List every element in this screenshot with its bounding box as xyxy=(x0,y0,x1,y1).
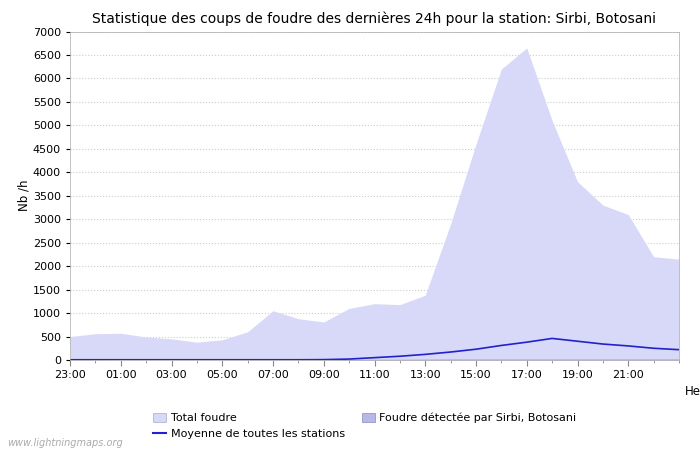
Text: www.lightningmaps.org: www.lightningmaps.org xyxy=(7,438,122,448)
Legend: Total foudre, Moyenne de toutes les stations, Foudre détectée par Sirbi, Botosan: Total foudre, Moyenne de toutes les stat… xyxy=(148,408,581,443)
Title: Statistique des coups de foudre des dernières 24h pour la station: Sirbi, Botosa: Statistique des coups de foudre des dern… xyxy=(92,12,657,26)
Text: Heure: Heure xyxy=(685,385,700,398)
Y-axis label: Nb /h: Nb /h xyxy=(17,180,30,211)
